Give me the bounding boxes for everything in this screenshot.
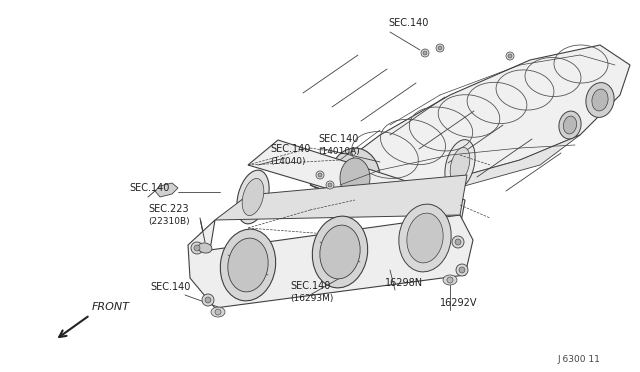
Polygon shape [248,140,465,228]
Ellipse shape [202,294,214,306]
Text: SEC.140: SEC.140 [318,134,358,144]
Ellipse shape [450,147,470,183]
Ellipse shape [423,51,427,55]
Ellipse shape [407,213,443,263]
Ellipse shape [318,173,322,177]
Ellipse shape [436,44,444,52]
Ellipse shape [316,171,324,179]
Ellipse shape [459,267,465,273]
Ellipse shape [228,238,268,292]
Ellipse shape [443,275,457,285]
Polygon shape [155,183,178,197]
Text: SEC.140: SEC.140 [150,282,190,292]
Ellipse shape [455,239,461,245]
Text: (22310B): (22310B) [148,217,189,226]
Text: SEC.140: SEC.140 [270,144,310,154]
Ellipse shape [438,46,442,50]
Polygon shape [310,135,580,210]
Ellipse shape [559,111,581,139]
Ellipse shape [328,183,332,187]
Ellipse shape [592,89,608,111]
Text: SEC.140: SEC.140 [290,281,330,291]
Polygon shape [215,175,467,220]
Text: SEC.140: SEC.140 [130,183,170,193]
Ellipse shape [220,229,276,301]
Ellipse shape [312,216,368,288]
Ellipse shape [506,52,514,60]
Ellipse shape [191,242,203,254]
Ellipse shape [194,245,200,251]
Text: 16292V: 16292V [440,298,477,308]
Ellipse shape [215,309,221,315]
Ellipse shape [445,140,475,190]
Ellipse shape [205,297,211,303]
Ellipse shape [211,307,225,317]
Ellipse shape [340,158,370,198]
Ellipse shape [447,277,453,283]
Ellipse shape [456,264,468,276]
Text: 16298N: 16298N [385,278,423,288]
Text: (14040): (14040) [270,157,305,166]
Text: (16293M): (16293M) [290,294,333,303]
Ellipse shape [452,236,464,248]
Ellipse shape [326,181,334,189]
Text: J 6300 11: J 6300 11 [557,355,600,364]
Ellipse shape [563,116,577,134]
Text: (14010A): (14010A) [318,147,360,156]
Text: SEC.223: SEC.223 [148,204,189,214]
Text: FRONT: FRONT [92,302,130,312]
Polygon shape [310,45,630,200]
Ellipse shape [508,54,512,58]
Ellipse shape [586,83,614,118]
Ellipse shape [198,243,212,253]
Polygon shape [188,215,473,308]
Ellipse shape [237,170,269,224]
Ellipse shape [242,179,264,215]
Ellipse shape [330,148,380,208]
Ellipse shape [320,225,360,279]
Text: SEC.140: SEC.140 [388,18,428,28]
Ellipse shape [421,49,429,57]
Ellipse shape [399,204,451,272]
